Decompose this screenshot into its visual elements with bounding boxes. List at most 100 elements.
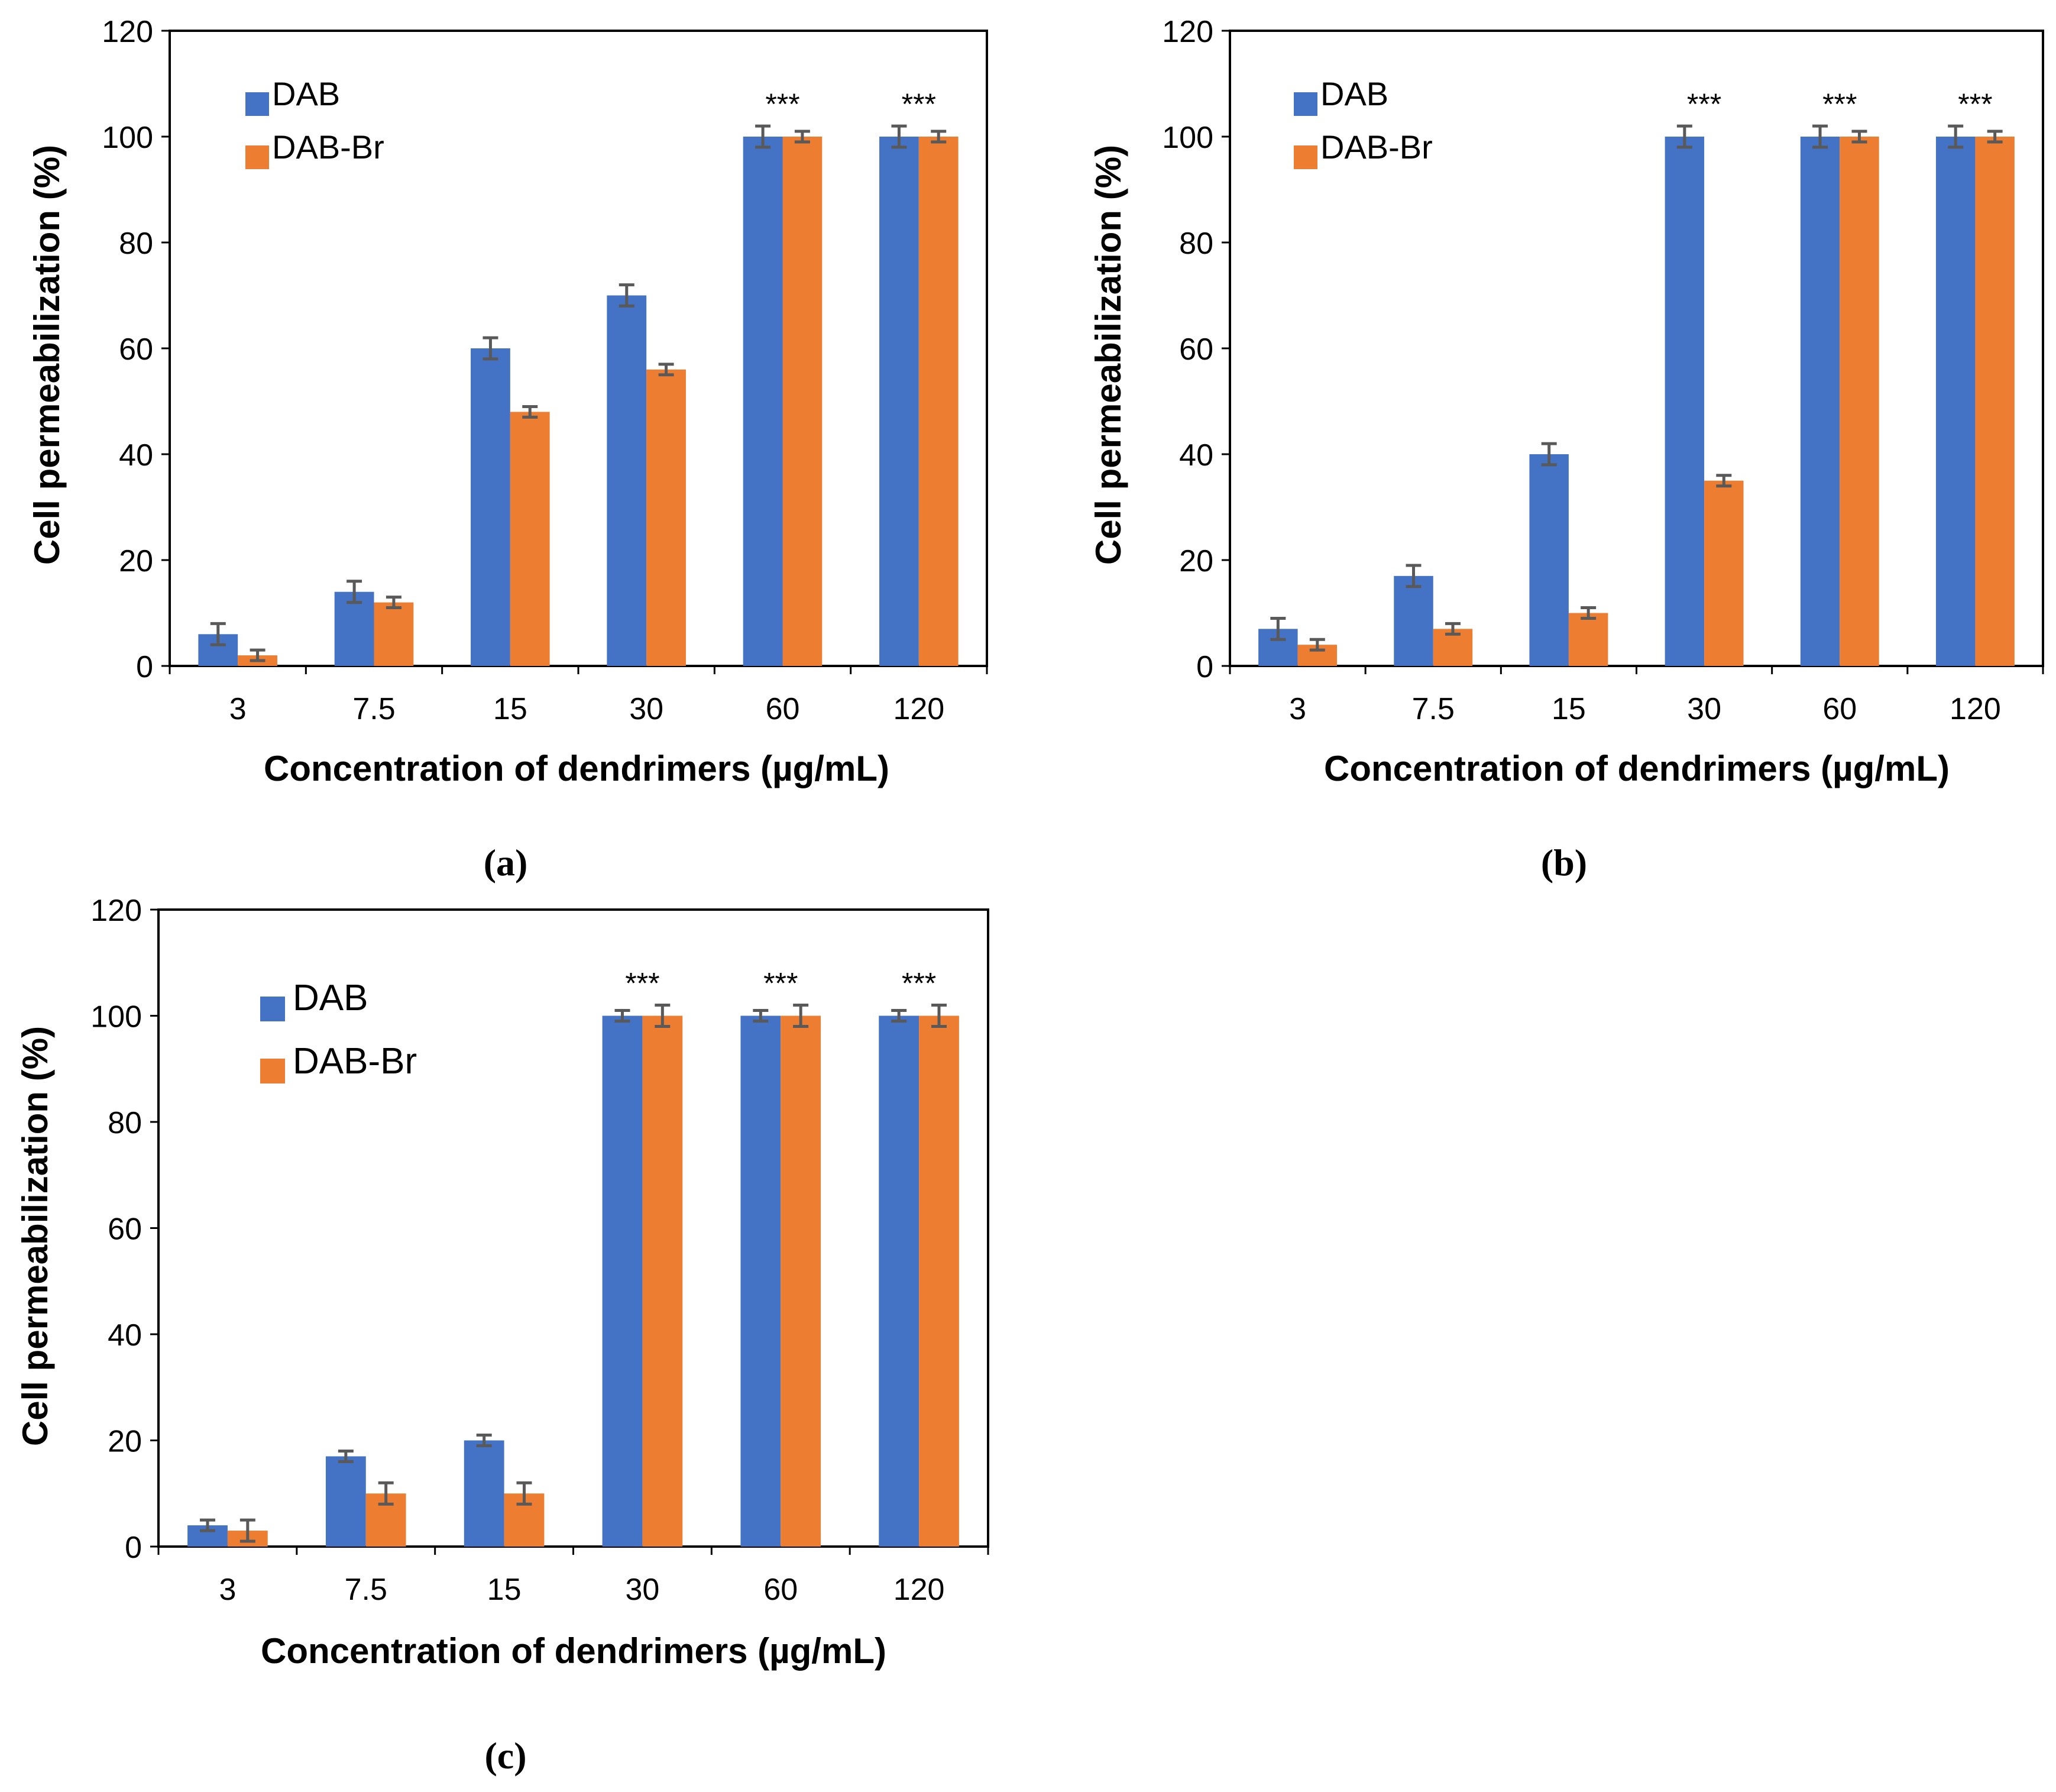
y-axis-label: Cell permeabilization (%) <box>15 1026 55 1446</box>
bar-dab-br <box>919 1015 959 1547</box>
legend-label-dab: DAB <box>272 75 340 112</box>
bar-dab-br <box>781 1015 821 1547</box>
y-tick-label: 80 <box>119 227 153 261</box>
x-tick-label: 7.5 <box>352 692 395 726</box>
x-tick-label: 30 <box>625 1573 659 1607</box>
bar-dab <box>1529 454 1569 666</box>
bar-dab <box>1800 137 1840 666</box>
y-tick-label: 80 <box>108 1106 142 1140</box>
y-tick-label: 120 <box>90 894 142 928</box>
bar-dab <box>879 137 919 666</box>
x-tick-label: 120 <box>893 692 944 726</box>
bar-dab-br <box>1840 137 1879 666</box>
y-tick-label: 60 <box>1179 332 1213 367</box>
bar-dab-br <box>510 412 550 666</box>
y-tick-label: 100 <box>90 1000 142 1034</box>
legend-swatch-dab-br <box>260 1059 285 1083</box>
significance-marker: *** <box>1687 88 1721 121</box>
y-tick-label: 20 <box>1179 544 1213 578</box>
bar-dab <box>1665 137 1705 666</box>
x-tick-label: 120 <box>1950 692 2001 726</box>
bar-dab <box>607 295 647 666</box>
y-tick-label: 20 <box>119 544 153 578</box>
x-tick-label: 3 <box>229 692 247 726</box>
legend-label-dab-br: DAB-Br <box>293 1041 417 1082</box>
x-tick-label: 60 <box>763 1573 798 1607</box>
bar-dab <box>743 137 783 666</box>
y-tick-label: 80 <box>1179 227 1213 261</box>
plot-frame <box>1229 30 2044 667</box>
bar-dab <box>879 1015 919 1547</box>
y-tick-label: 100 <box>102 121 153 155</box>
panel-label: (a) <box>484 842 528 884</box>
bar-dab <box>471 348 510 666</box>
legend-swatch-dab <box>260 997 285 1021</box>
x-tick-label: 3 <box>219 1573 236 1607</box>
significance-marker: *** <box>1822 88 1857 121</box>
legend-label-dab: DAB <box>293 978 368 1018</box>
legend-swatch-dab <box>245 92 269 116</box>
bar-dab-br <box>374 602 414 666</box>
legend-label-dab-br: DAB-Br <box>272 128 384 166</box>
x-tick-label: 15 <box>487 1573 522 1607</box>
bar-dab <box>1935 137 1976 666</box>
bar-dab <box>740 1015 781 1547</box>
x-tick-label: 15 <box>1552 692 1586 726</box>
bar-dab-br <box>782 137 823 666</box>
bar-dab-br <box>918 137 959 666</box>
x-tick-label: 7.5 <box>345 1573 387 1607</box>
significance-marker: *** <box>902 967 936 1000</box>
bar-dab-br <box>1568 613 1608 666</box>
legend-label-dab-br: DAB-Br <box>1320 128 1433 166</box>
chart-panel-b: Cell permeabilization (%) Concentration … <box>1089 15 2044 884</box>
bar-dab <box>1394 575 1433 666</box>
x-tick-label: 7.5 <box>1412 692 1455 726</box>
y-tick-label: 100 <box>1162 121 1213 155</box>
x-axis-label: Concentration of dendrimers (µg/mL) <box>1324 749 1950 788</box>
bar-dab-br <box>1975 137 2015 666</box>
bar-dab <box>464 1440 504 1547</box>
x-tick-label: 120 <box>893 1573 945 1607</box>
x-tick-label: 60 <box>766 692 800 726</box>
y-tick-label: 40 <box>108 1318 142 1353</box>
panel-label: (b) <box>1541 842 1587 884</box>
bar-dab <box>334 591 374 666</box>
significance-marker: *** <box>625 967 659 1000</box>
bar-dab <box>325 1456 366 1547</box>
y-axis-label: Cell permeabilization (%) <box>1089 145 1128 565</box>
y-tick-label: 60 <box>119 332 153 367</box>
y-tick-label: 0 <box>136 650 153 684</box>
x-tick-label: 15 <box>493 692 527 726</box>
chart-panel-a: Cell permeabilization (%) Concentration … <box>27 15 988 884</box>
legend-label-dab: DAB <box>1320 75 1388 112</box>
significance-marker: *** <box>902 88 936 121</box>
x-axis-label: Concentration of dendrimers (µg/mL) <box>261 1631 886 1671</box>
x-tick-label: 30 <box>629 692 663 726</box>
y-tick-label: 120 <box>1162 15 1213 49</box>
legend-swatch-dab-br <box>1294 145 1317 169</box>
x-tick-label: 60 <box>1822 692 1857 726</box>
plot-frame <box>169 30 988 667</box>
legend-swatch-dab-br <box>245 145 269 169</box>
y-tick-label: 40 <box>119 438 153 473</box>
y-tick-label: 40 <box>1179 438 1213 473</box>
chart-panel-c: Cell permeabilization (%) Concentration … <box>15 894 989 1777</box>
x-axis-label: Concentration of dendrimers (µg/mL) <box>264 749 889 788</box>
bar-dab-br <box>1704 480 1744 666</box>
bar-dab-br <box>642 1015 683 1547</box>
significance-marker: *** <box>765 88 799 121</box>
legend-swatch-dab <box>1294 92 1317 116</box>
y-tick-label: 120 <box>102 15 153 49</box>
x-tick-label: 3 <box>1289 692 1306 726</box>
significance-marker: *** <box>1958 88 1992 121</box>
bar-dab-br <box>646 369 686 666</box>
bar-dab <box>602 1015 643 1547</box>
x-tick-label: 30 <box>1687 692 1721 726</box>
significance-marker: *** <box>763 967 798 1000</box>
y-tick-label: 20 <box>108 1425 142 1459</box>
y-tick-label: 0 <box>1196 650 1213 684</box>
y-tick-label: 60 <box>108 1212 142 1247</box>
panel-label: (c) <box>484 1735 526 1777</box>
y-tick-label: 0 <box>125 1531 142 1565</box>
